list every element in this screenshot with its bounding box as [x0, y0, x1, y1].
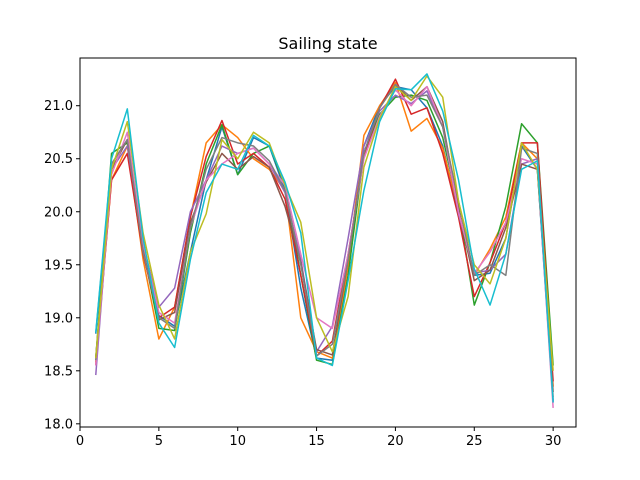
y-tick-label: 18.5 — [44, 364, 73, 379]
x-tick-label: 20 — [387, 434, 404, 449]
chart-title: Sailing state — [278, 34, 377, 53]
x-tick-label: 30 — [545, 434, 562, 449]
series-line-4 — [95, 78, 554, 382]
series-line-10 — [95, 73, 554, 403]
x-tick-label: 10 — [229, 434, 246, 449]
y-tick-label: 21.0 — [44, 99, 73, 114]
plot-frame — [79, 57, 577, 428]
y-tick-label: 19.5 — [44, 258, 73, 273]
y-axis: 18.0 18.5 19.0 19.5 20.0 20.5 21.0 — [44, 99, 80, 432]
x-axis: 0 5 10 15 20 25 30 — [76, 427, 562, 449]
y-tick-label: 20.5 — [44, 152, 73, 167]
series-layer — [95, 73, 554, 408]
y-tick-label: 18.0 — [44, 417, 73, 432]
series-line-9 — [95, 75, 554, 371]
x-tick-label: 25 — [466, 434, 483, 449]
x-tick-label: 5 — [155, 434, 163, 449]
series-line-6 — [95, 83, 554, 393]
y-tick-label: 19.0 — [44, 311, 73, 326]
x-tick-label: 15 — [308, 434, 325, 449]
series-line-7 — [95, 85, 554, 408]
y-tick-label: 20.0 — [44, 205, 73, 220]
x-tick-label: 0 — [76, 434, 84, 449]
